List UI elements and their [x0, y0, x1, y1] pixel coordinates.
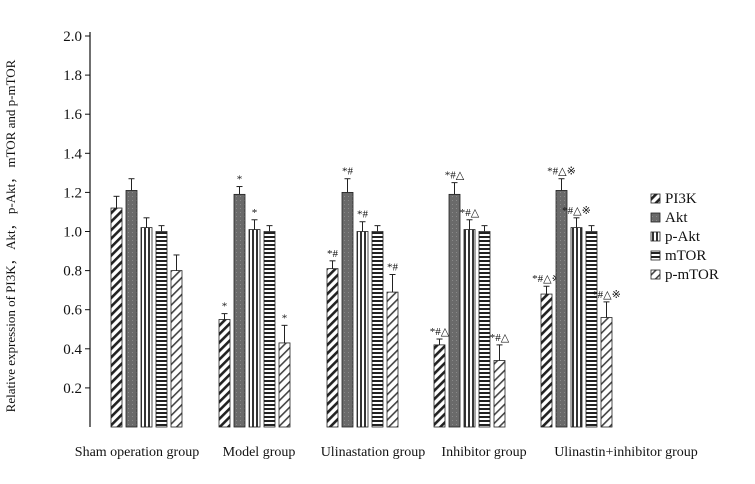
legend: PI3K Akt p-Akt mTOR p-mTOR [650, 191, 719, 283]
legend-label: PI3K [665, 191, 697, 207]
bar-group [110, 178, 183, 428]
bar [493, 360, 506, 428]
legend-label: p-mTOR [665, 267, 719, 283]
bar [140, 227, 153, 428]
bar [540, 293, 553, 428]
bar-group: *# *# *# *# [326, 166, 399, 428]
bar-group: * * * * [218, 174, 291, 428]
significance-label: *#△ [490, 332, 510, 344]
bar [248, 229, 261, 428]
bar-group: *#△※ *#△※ *#△※ *#△※ [532, 166, 621, 428]
bar [263, 231, 276, 428]
significance-label: *#△※ [532, 273, 561, 285]
y-tick-label: 1.6 [63, 107, 82, 123]
x-axis-tick-labels: Sham operation group Model group Ulinastat… [75, 445, 698, 460]
y-tick-label: 1.4 [63, 146, 82, 162]
bar [155, 231, 168, 428]
legend-swatch [650, 250, 661, 261]
bar [218, 319, 231, 428]
bar [125, 190, 138, 428]
significance-label: *# [327, 248, 339, 260]
bar [233, 193, 246, 428]
significance-label: *#△ [460, 207, 480, 219]
bar [356, 231, 369, 428]
y-tick-label: 1.2 [63, 185, 82, 201]
x-tick-label: Ulinastin+inhibitor group [554, 445, 698, 460]
bar [433, 344, 446, 428]
significance-label: *#△※ [562, 205, 591, 217]
x-tick-label: Ulinastation group [321, 445, 426, 460]
significance-label: * [222, 301, 228, 313]
significance-label: *#△※ [547, 166, 576, 178]
bar [278, 342, 291, 428]
bar-group: *#△ *#△ *#△ *#△ [430, 170, 510, 428]
axes: 0.2 0.4 0.6 0.8 1.0 1.2 1.4 1.6 1.8 2.0 [63, 29, 91, 427]
y-tick-label: 1.8 [63, 68, 82, 84]
legend-swatch [650, 193, 661, 204]
significance-label: *# [387, 262, 399, 274]
bar [555, 190, 568, 428]
significance-label: *# [357, 209, 369, 221]
legend-swatch [650, 269, 661, 280]
bar [585, 231, 598, 428]
legend-swatch [650, 212, 661, 223]
bar [341, 191, 354, 428]
significance-label: * [252, 207, 258, 219]
legend-label: p-Akt [665, 229, 701, 245]
bar [448, 193, 461, 428]
y-tick-label: 2.0 [63, 29, 82, 45]
significance-label: *#△ [445, 170, 465, 182]
y-tick-label: 0.8 [63, 264, 82, 280]
bar [463, 229, 476, 428]
significance-label: *#△※ [592, 289, 621, 301]
bar [326, 268, 339, 428]
bar [386, 291, 399, 428]
legend-swatch [650, 231, 661, 242]
y-tick-label: 0.4 [63, 342, 82, 358]
significance-label: * [237, 174, 243, 186]
y-tick-label: 0.6 [63, 303, 82, 319]
significance-label: *# [342, 166, 354, 178]
x-tick-label: Inhibitor group [441, 445, 526, 460]
bar [170, 270, 183, 428]
legend-label: mTOR [665, 248, 706, 264]
bars-group: * * * * *# *# *# *# *#△ *#△ *#△ *#△ *#△※ *#△※ *#△※ *#△※ [110, 166, 621, 428]
x-tick-label: Model group [223, 445, 296, 460]
bar [600, 317, 613, 428]
y-tick-label: 1.0 [63, 225, 82, 241]
y-tick-label: 0.2 [63, 381, 82, 397]
x-tick-label: Sham operation group [75, 445, 199, 460]
legend-label: Akt [665, 210, 688, 226]
significance-label: *#△ [430, 326, 450, 338]
y-axis-label: Relative expression of PI3K， Akt， p-Akt，… [3, 59, 18, 412]
significance-label: * [282, 312, 288, 324]
bar [570, 227, 583, 428]
bar [371, 231, 384, 428]
bar [478, 231, 491, 428]
bar [110, 207, 123, 428]
